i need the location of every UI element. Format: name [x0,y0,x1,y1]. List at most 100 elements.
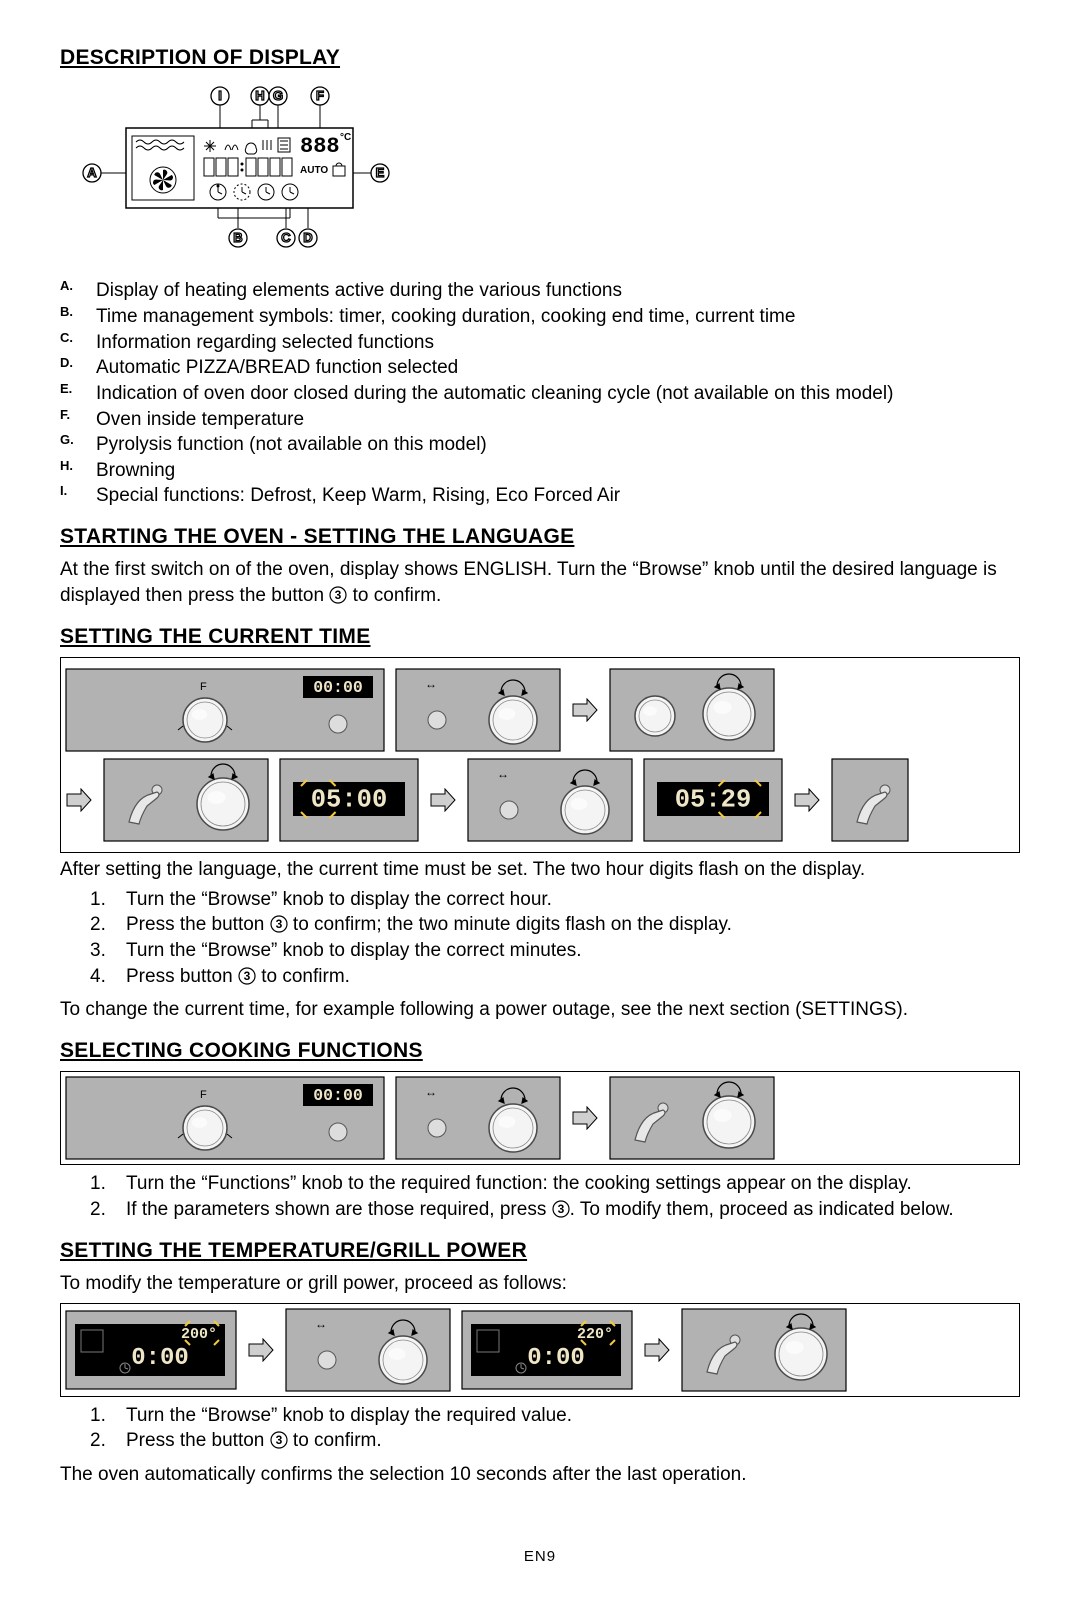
svg-text:B: B [233,230,242,245]
panel-panel_temp_lcd: 220°0:00 [461,1310,633,1390]
legend-item: I. Special functions: Defrost, Keep Warm,… [60,483,1020,509]
arrow-separator [793,788,821,812]
legend-item: E. Indication of oven door closed during … [60,381,1020,407]
panel-panel_btn_knob_arrows: ↔ [467,758,633,842]
arrow-icon [65,788,93,812]
legend-letter: G. [60,432,82,458]
legend-item: C.Information regarding selected functio… [60,330,1020,356]
legend-item: D.Automatic PIZZA/BREAD function selecte… [60,355,1020,381]
svg-text:00:00: 00:00 [313,678,363,697]
svg-text:F: F [200,1089,207,1101]
step-text: Press the button 3 to confirm. [126,1428,382,1454]
svg-text:AUTO: AUTO [300,165,328,176]
legend-text: Display of heating elements active durin… [96,278,622,304]
oven-panel: ↔ [395,1076,561,1160]
step-text: Turn the “Browse” knob to display the co… [126,938,582,964]
step-item: 4.Press button 3 to confirm. [60,964,1020,990]
step-text: Turn the “Browse” knob to display the re… [126,1403,572,1429]
arrow-icon [643,1338,671,1362]
oven-panel [681,1308,847,1392]
panel-panel_press_only [831,758,909,842]
svg-text:I: I [218,88,222,103]
arrow-separator [247,1338,275,1362]
step-item: 1. Turn the “Browse” knob to display the … [60,1403,1020,1429]
arrow-icon [247,1338,275,1362]
panel-panel_F_lcd: F00:00 [65,1076,385,1160]
legend-text: Indication of oven door closed during th… [96,381,893,407]
arrow-separator [429,788,457,812]
legend-text: Browning [96,458,175,484]
oven-panel: 05:00 [279,758,419,842]
legend-letter: I. [60,483,82,509]
arrow-separator [571,698,599,722]
section-heading-temp: SETTING THE TEMPERATURE/GRILL POWER [60,1237,1020,1265]
legend-item: B.Time management symbols: timer, cookin… [60,304,1020,330]
legend-item: G.Pyrolysis function (not available on t… [60,432,1020,458]
svg-text:H: H [255,88,264,103]
step-number: 2. [90,1428,112,1454]
section-heading-description: DESCRIPTION OF DISPLAY [60,44,1020,72]
svg-text:↔: ↔ [425,677,437,691]
legend-text: Special functions: Defrost, Keep Warm, R… [96,483,620,509]
svg-text:3: 3 [275,917,282,931]
step-text: Press the button 3 to confirm; the two m… [126,912,732,938]
temp-steps: 1. Turn the “Browse” knob to display the … [60,1403,1020,1454]
panel-panel_press_knob_arrows [103,758,269,842]
legend-item: H.Browning [60,458,1020,484]
oven-panel: ↔ [467,758,633,842]
arrow-separator [571,1106,599,1130]
oven-panel: ↔ [285,1308,451,1392]
step-number: 2. [90,912,112,938]
svg-text:°C: °C [340,132,351,143]
svg-text:3: 3 [244,969,251,983]
oven-panel [609,668,775,752]
legend-item: F. Oven inside temperature [60,407,1020,433]
legend-letter: C. [60,330,82,356]
step-number: 1. [90,1403,112,1429]
time-steps: 1.Turn the “Browse” knob to display the … [60,887,1020,990]
step-item: 2. Press the button 3 to confirm. [60,1428,1020,1454]
start-body: At the first switch on of the oven, disp… [60,557,1020,608]
arrow-icon [793,788,821,812]
svg-text:↔: ↔ [315,1317,327,1331]
panel-panel_lcd_only: 05:29 [643,758,783,842]
cook-panels: F00:00↔ [60,1071,1020,1165]
svg-text:D: D [303,230,312,245]
temp-outro: The oven automatically confirms the sele… [60,1462,1020,1488]
oven-panel: 200°0:00 [65,1310,237,1390]
panel-panel_F_lcd: F 00:00 [65,668,385,752]
legend-text: Time management symbols: timer, cooking … [96,304,795,330]
oven-panel: ↔ [395,668,561,752]
step-item: 1.Turn the “Browse” knob to display the … [60,887,1020,913]
legend-letter: F. [60,407,82,433]
step-text: Turn the “Functions” knob to the require… [126,1171,912,1197]
oven-panel: F 00:00 [65,668,385,752]
panel-panel_btn_knob_arrows: ↔ [285,1308,451,1392]
svg-text:05:29: 05:29 [675,786,752,815]
arrow-icon [571,698,599,722]
section-heading-start: STARTING THE OVEN - SETTING THE LANGUAGE [60,523,1020,551]
svg-text:F: F [200,681,207,693]
step-number: 2. [90,1197,112,1223]
oven-panel [103,758,269,842]
panel-panel_knob_knob_arrows [609,668,775,752]
step-text: If the parameters shown are those requir… [126,1197,954,1223]
legend-letter: D. [60,355,82,381]
panel-panel_press_knob_arrows [609,1076,775,1160]
section-heading-time: SETTING THE CURRENT TIME [60,623,1020,651]
arrow-separator [643,1338,671,1362]
svg-text:888: 888 [300,134,340,159]
panel-panel_btn_knob_arrows: ↔ [395,1076,561,1160]
svg-text:3: 3 [557,1202,564,1216]
oven-panel: 220°0:00 [461,1310,633,1390]
panel-panel_btn_knob_arrows: ↔ [395,668,561,752]
arrow-icon [429,788,457,812]
legend-text: Oven inside temperature [96,407,304,433]
svg-text:05:00: 05:00 [311,786,388,815]
temp-intro: To modify the temperature or grill power… [60,1271,1020,1297]
legend-letter: E. [60,381,82,407]
panel-panel_temp_lcd: 200°0:00 [65,1310,237,1390]
svg-text:0:00: 0:00 [131,1345,189,1372]
display-diagram: .lbl { font: 700 13px Arial; } .sml { fo… [60,78,1020,268]
svg-text:3: 3 [335,588,342,602]
